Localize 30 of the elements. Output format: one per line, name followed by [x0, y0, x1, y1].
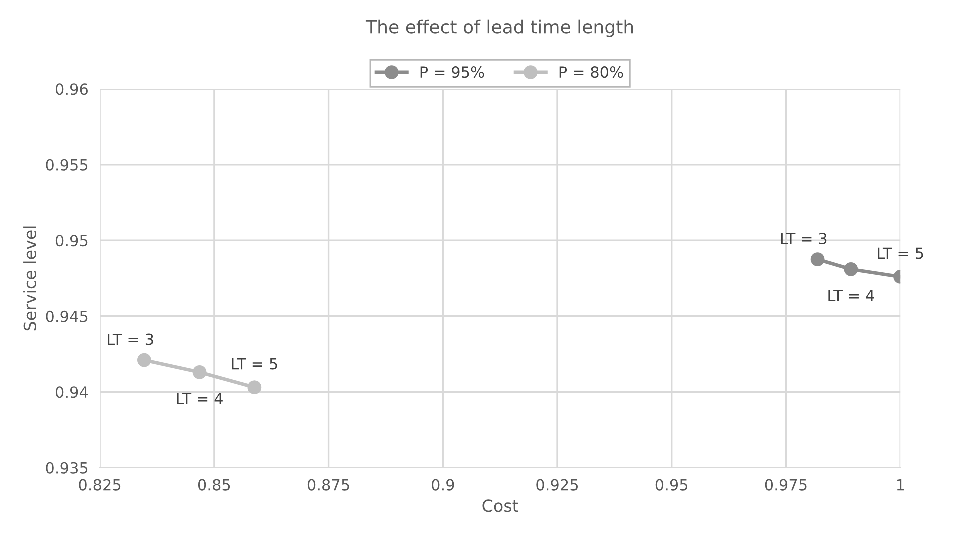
y-tick-label: 0.945 — [46, 310, 88, 322]
x-axis-title: Cost — [482, 500, 518, 512]
x-tick-label: 0.925 — [536, 479, 578, 491]
x-tick-label: 0.825 — [79, 479, 121, 491]
y-tick-label: 0.95 — [56, 235, 88, 247]
annotation: LT = 3 — [108, 334, 154, 346]
chart-title: The effect of lead time length — [366, 20, 634, 38]
point — [844, 262, 858, 276]
point — [137, 353, 152, 368]
x-tick-label: 0.95 — [656, 479, 688, 491]
annotation: LT = 4 — [828, 290, 874, 302]
y-axis-title: Service level — [24, 226, 36, 331]
point — [810, 252, 825, 267]
x-tick-label: 1 — [897, 479, 904, 491]
y-tick-label: 0.96 — [56, 84, 88, 96]
y-tick-label: 0.94 — [56, 386, 88, 398]
x-tick-label: 0.85 — [198, 479, 230, 491]
annotation: LT = 4 — [177, 393, 223, 404]
y-tick-label: 0.955 — [46, 159, 88, 171]
y-tick-label: 0.935 — [46, 462, 88, 474]
annotation: LT = 3 — [781, 232, 827, 245]
x-tick-label: 0.9 — [432, 479, 454, 491]
point — [192, 365, 207, 380]
annotation: LT = 5 — [878, 248, 924, 260]
point — [248, 380, 262, 395]
x-tick-label: 0.975 — [765, 479, 807, 491]
legend-label: P = 80% — [560, 66, 624, 78]
annotation: LT = 5 — [232, 358, 278, 370]
x-tick-label: 0.875 — [308, 479, 350, 491]
legend-label: P = 95% — [420, 66, 484, 78]
